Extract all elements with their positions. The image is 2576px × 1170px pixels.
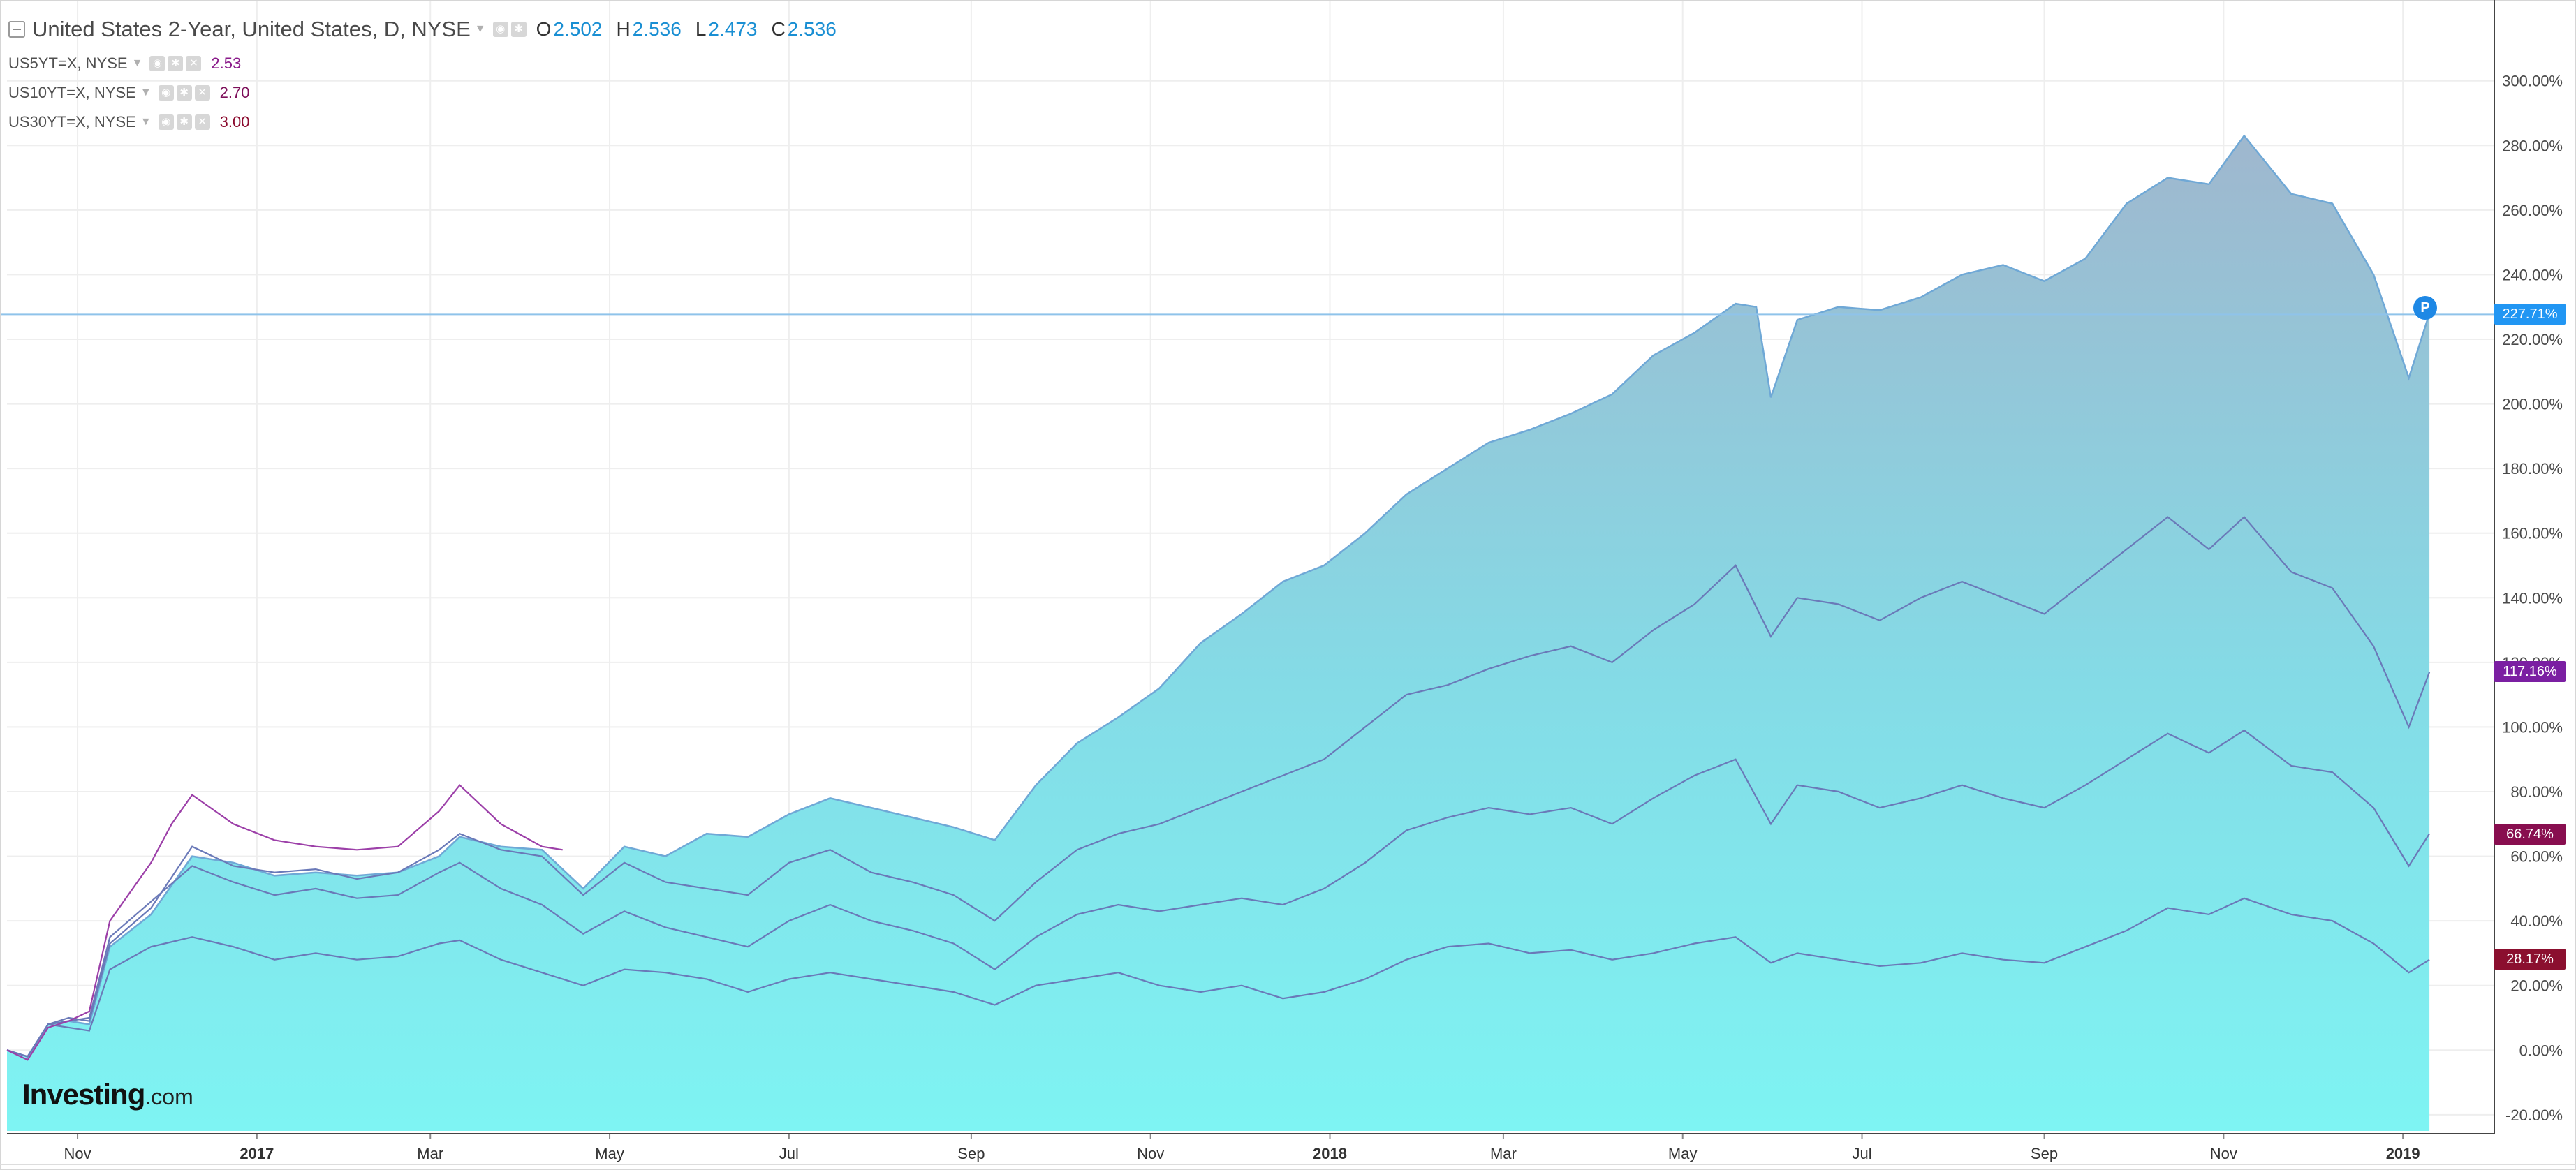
legend-row-us5y: US5YT=X, NYSE ▼ ◉ ✱ ✕ 2.53 [8, 49, 837, 78]
price-tag-5y: 117.16% [2494, 661, 2566, 682]
chevron-down-icon[interactable]: ▼ [140, 87, 152, 98]
investing-logo: Investing.com [22, 1078, 193, 1111]
ohlc-open: O 2.502 [536, 18, 603, 40]
visibility-icon[interactable]: ◉ [149, 56, 165, 71]
legend-label: US10YT=X, NYSE [8, 84, 136, 101]
y-tick-label: 160.00% [2502, 525, 2563, 542]
y-tick-label: 180.00% [2502, 460, 2563, 477]
y-tick-label: 260.00% [2502, 202, 2563, 219]
settings-icon[interactable]: ✱ [510, 22, 527, 37]
series-buttons: ◉ ✱ ✕ [158, 85, 210, 101]
y-tick-label: 100.00% [2502, 718, 2563, 736]
y-tick-label: 0.00% [2519, 1042, 2563, 1059]
x-tick-label: 2017 [240, 1145, 274, 1162]
visibility-icon[interactable]: ◉ [158, 85, 174, 101]
price-tag-10y: 66.74% [2494, 824, 2566, 845]
y-tick-label: 220.00% [2502, 331, 2563, 348]
legend-value: 2.70 [219, 84, 250, 101]
legend-label: US30YT=X, NYSE [8, 113, 136, 131]
y-tick-label: 20.00% [2510, 977, 2563, 995]
legend-value: 2.53 [211, 54, 242, 72]
settings-icon[interactable]: ✱ [176, 114, 192, 130]
series-layer [6, 134, 2431, 1131]
series-line-1 [6, 516, 2431, 1058]
visibility-icon[interactable]: ◉ [492, 22, 508, 37]
series-line-2 [6, 729, 2431, 1058]
x-tick-label: May [595, 1145, 624, 1162]
y-tick-label: -20.00% [2505, 1106, 2563, 1124]
ohlc-low: L 2.473 [695, 18, 758, 40]
settings-icon[interactable]: ✱ [168, 56, 184, 71]
legend-row-us10y: US10YT=X, NYSE ▼ ◉ ✱ ✕ 2.70 [8, 78, 837, 108]
x-tick-label: Nov [2210, 1145, 2237, 1162]
x-tick-label: Jul [1852, 1145, 1871, 1162]
ohlc-close: C 2.536 [771, 18, 837, 40]
series-line-3 [6, 897, 2430, 1058]
legend-row-us30y: US30YT=X, NYSE ▼ ◉ ✱ ✕ 3.00 [8, 108, 837, 137]
ohlc-values: O 2.502 H 2.536 L 2.473 C 2.536 [536, 18, 837, 40]
y-tick-label: 60.00% [2510, 848, 2563, 866]
series-buttons: ◉ ✱ ✕ [149, 56, 202, 71]
x-tick-label: Nov [64, 1145, 91, 1162]
series-area-line [6, 134, 2431, 1058]
x-tick-label: May [1668, 1145, 1698, 1162]
visibility-icon[interactable]: ◉ [158, 114, 174, 130]
y-tick-label: 80.00% [2510, 783, 2563, 801]
close-icon[interactable]: ✕ [194, 114, 210, 130]
chevron-down-icon[interactable]: ▼ [140, 116, 152, 128]
x-tick-label: Mar [417, 1145, 443, 1162]
close-icon[interactable]: ✕ [186, 56, 202, 71]
marker-badge[interactable]: P [2413, 296, 2438, 320]
y-tick-label: 280.00% [2502, 137, 2563, 154]
x-tick-label: Sep [957, 1145, 985, 1162]
chevron-down-icon[interactable]: ▼ [131, 57, 143, 69]
series-buttons: ◉ ✱ ✕ [158, 114, 210, 130]
main-series-header: United States 2-Year, United States, D, … [8, 10, 837, 49]
x-tick-label: Jul [779, 1145, 799, 1162]
price-tag-2y: 227.71% [2494, 304, 2566, 325]
collapse-icon[interactable] [8, 21, 25, 38]
legend-label: US5YT=X, NYSE [8, 54, 128, 72]
legend-value: 3.00 [219, 113, 250, 131]
ohlc-high: H 2.536 [616, 18, 682, 40]
y-tick-label: 200.00% [2502, 396, 2563, 413]
main-series-title: United States 2-Year, United States, D, … [32, 17, 471, 41]
series-line-4 [6, 784, 563, 1061]
x-tick-label: 2019 [2386, 1145, 2420, 1162]
y-tick-label: 40.00% [2510, 912, 2563, 930]
chevron-down-icon[interactable]: ▼ [474, 23, 486, 35]
price-tag-30y: 28.17% [2494, 948, 2566, 970]
x-tick-label: 2018 [1313, 1145, 1347, 1162]
x-tick-label: Nov [1137, 1145, 1164, 1162]
x-tick-label: Mar [1490, 1145, 1517, 1162]
series-area-fill [7, 135, 2430, 1131]
x-tick-label: Sep [2031, 1145, 2058, 1162]
y-tick-label: 240.00% [2502, 266, 2563, 283]
settings-icon[interactable]: ✱ [176, 85, 192, 101]
y-tick-label: 300.00% [2502, 73, 2563, 90]
y-tick-label: 140.00% [2502, 589, 2563, 607]
legend: United States 2-Year, United States, D, … [8, 10, 837, 137]
series-buttons: ◉ ✱ [492, 22, 527, 37]
close-icon[interactable]: ✕ [194, 85, 210, 101]
